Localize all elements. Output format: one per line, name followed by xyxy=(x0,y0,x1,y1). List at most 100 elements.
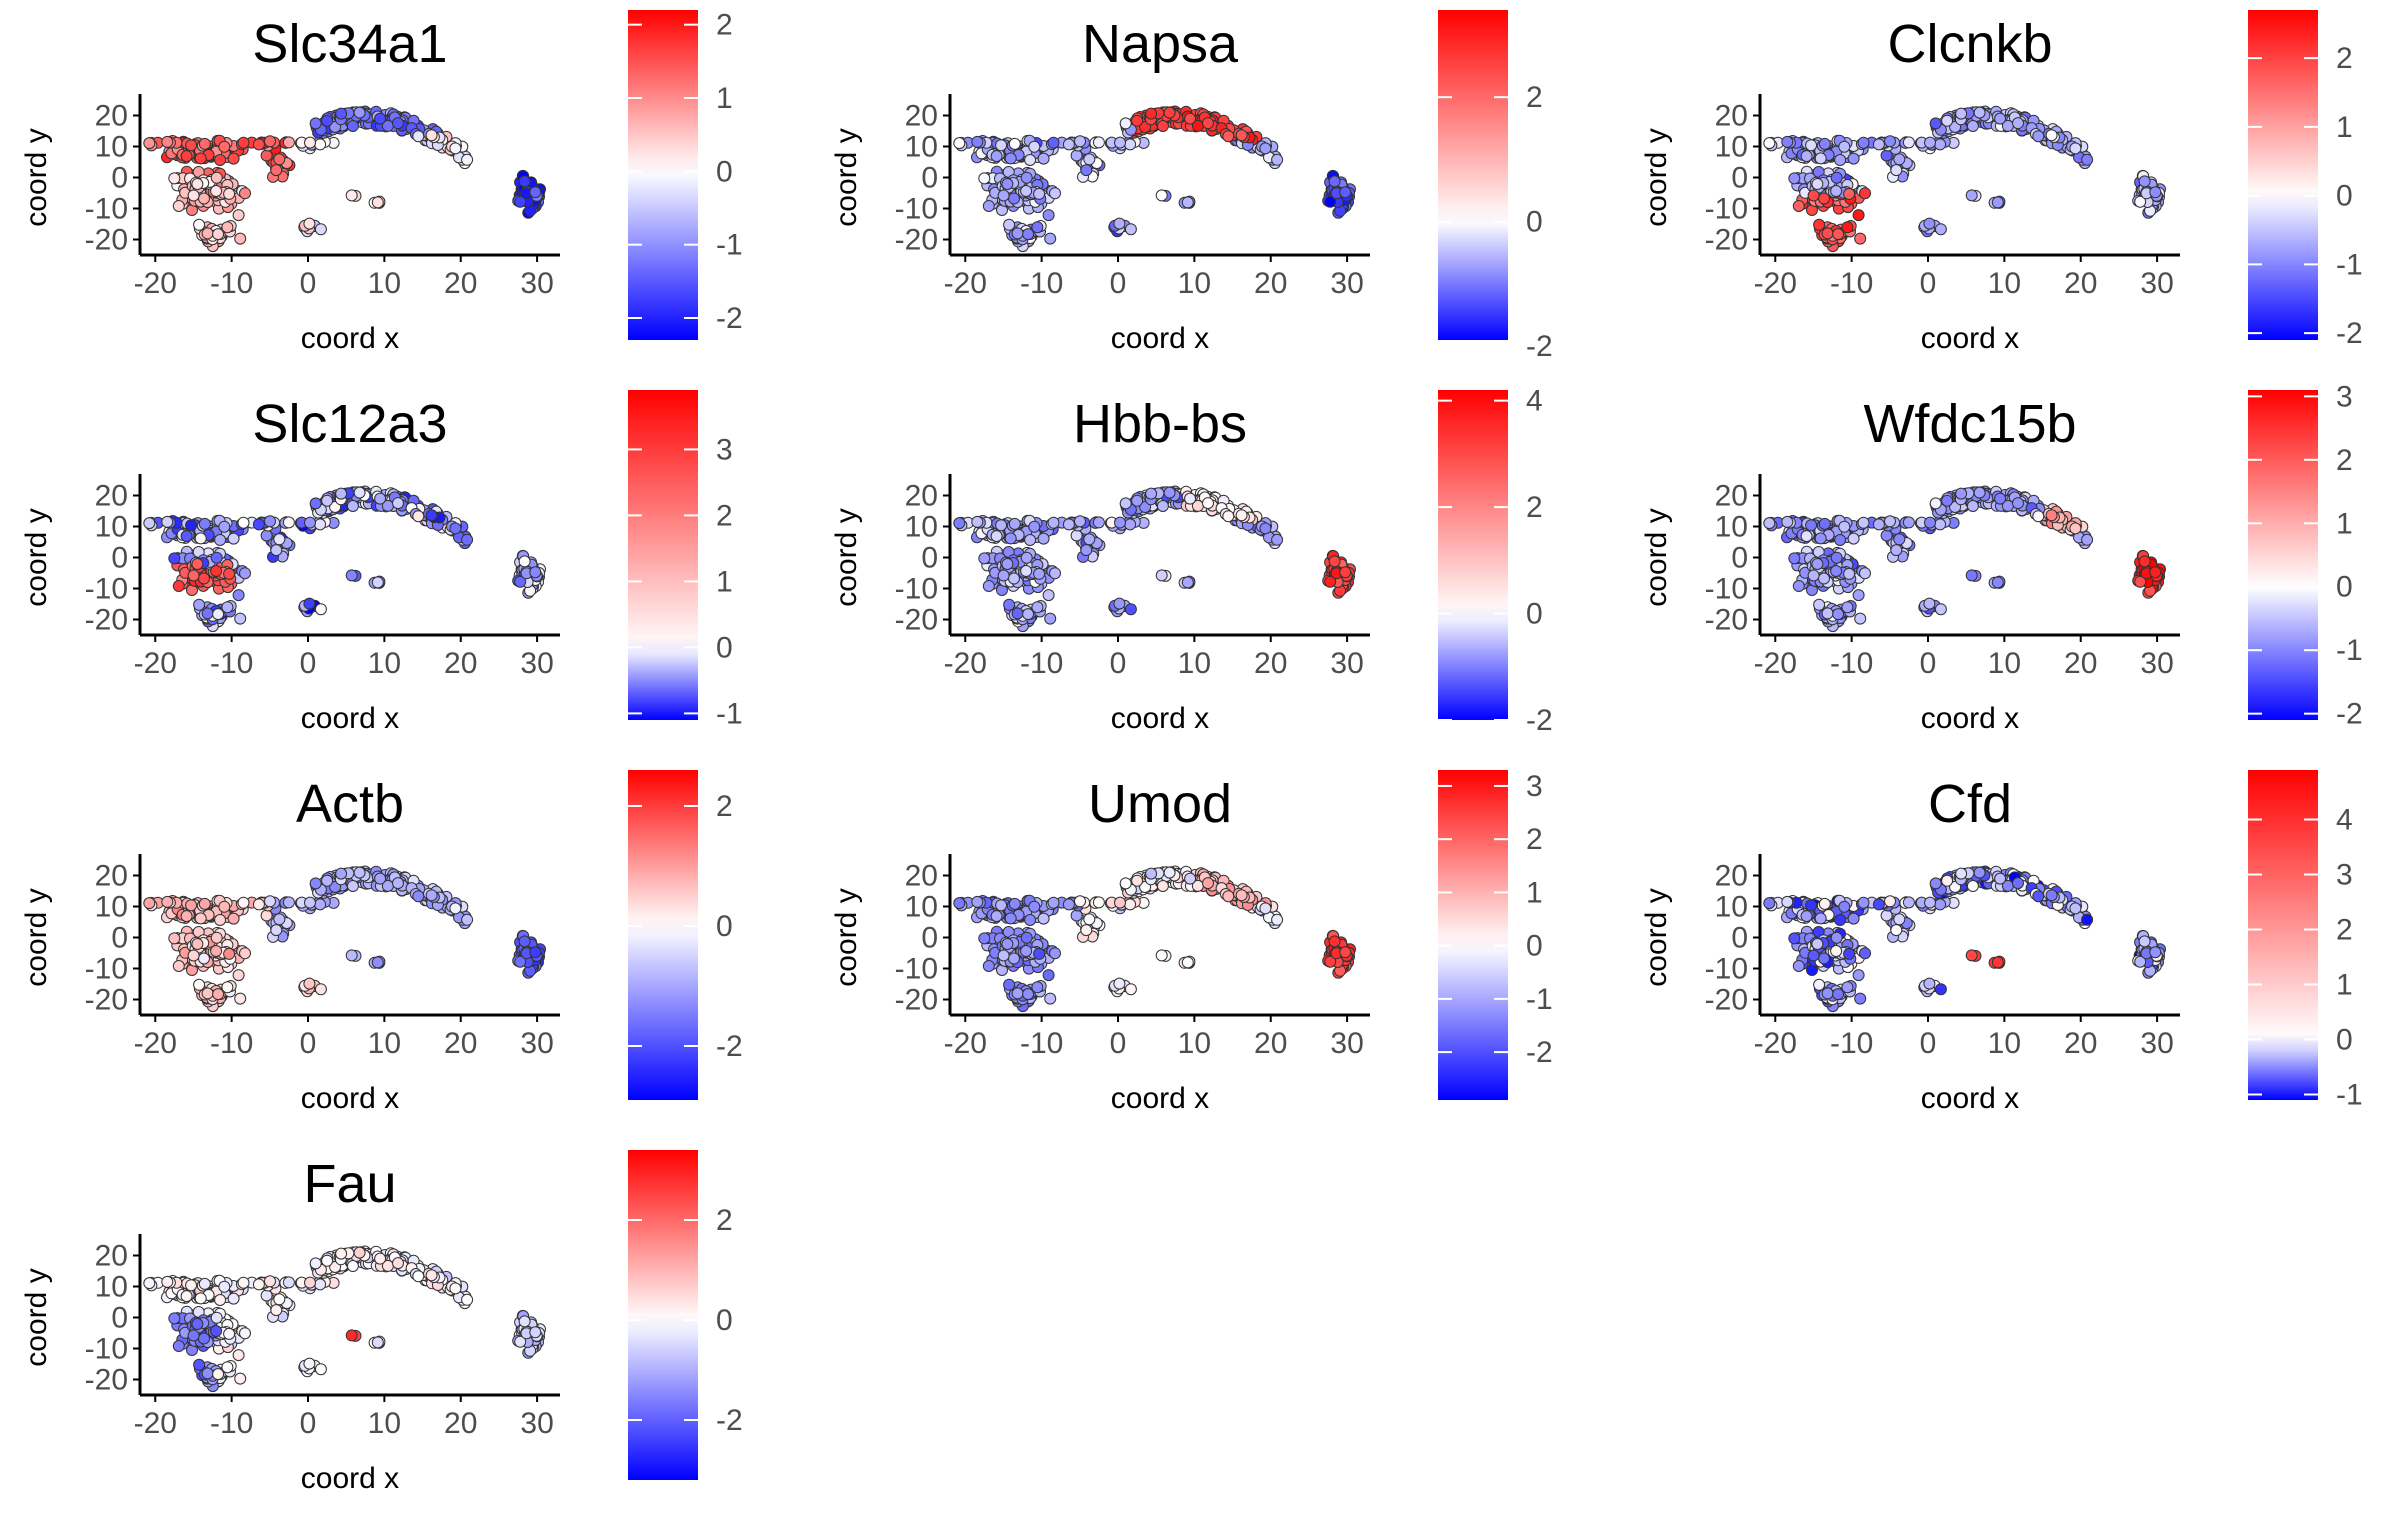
scatter-point xyxy=(265,896,276,907)
scatter-point xyxy=(1833,229,1844,240)
y-tick-label: 10 xyxy=(1715,131,1748,164)
scatter-point xyxy=(1995,493,2006,504)
y-axis-label: coord y xyxy=(1640,508,1673,606)
scatter-point xyxy=(1925,137,1936,148)
y-tick-label: 20 xyxy=(95,860,128,893)
scatter-point xyxy=(972,516,983,527)
x-tick-label: 30 xyxy=(2140,647,2173,680)
scatter-point xyxy=(1012,608,1023,619)
colorbar xyxy=(1438,390,1508,720)
scatter-point xyxy=(1835,155,1846,166)
scatter-point xyxy=(1855,993,1866,1004)
scatter-point xyxy=(1203,498,1214,509)
scatter-point xyxy=(1789,553,1800,564)
scatter-point xyxy=(195,913,206,924)
x-tick-label: -10 xyxy=(1020,267,1063,300)
scatter-point xyxy=(1063,139,1074,150)
colorbar-tick-label: 1 xyxy=(1526,876,1543,909)
scatter-point xyxy=(1223,891,1234,902)
y-tick-label: -20 xyxy=(85,224,128,257)
scatter-point xyxy=(450,143,461,154)
x-tick-label: 10 xyxy=(1178,647,1211,680)
y-tick-label: -20 xyxy=(895,224,938,257)
scatter-point xyxy=(1881,150,1892,161)
scatter-point xyxy=(954,898,965,909)
scatter-point xyxy=(1038,533,1049,544)
scatter-point xyxy=(347,881,358,892)
chart-title: Clcnkb xyxy=(1887,14,2052,74)
x-tick-label: -10 xyxy=(210,647,253,680)
scatter-point xyxy=(1125,139,1136,150)
scatter-point xyxy=(211,932,222,943)
scatter-point xyxy=(1081,165,1092,176)
y-axis-label: coord y xyxy=(830,508,863,606)
scatter-point xyxy=(213,989,224,1000)
scatter-point xyxy=(233,590,244,601)
y-axis-label: coord y xyxy=(20,888,53,986)
scatter-point xyxy=(1093,137,1104,148)
scatter-point xyxy=(1793,581,1804,592)
scatter-point xyxy=(195,153,206,164)
scatter-point xyxy=(186,140,197,151)
y-tick-label: 0 xyxy=(921,922,938,955)
scatter-point xyxy=(1833,609,1844,620)
scatter-point xyxy=(1032,982,1043,993)
scatter-point xyxy=(310,878,321,889)
scatter-point xyxy=(1848,533,1859,544)
scatter-point xyxy=(202,988,213,999)
scatter-point xyxy=(1844,948,1855,959)
scatter-point xyxy=(1808,950,1819,961)
colorbar xyxy=(2248,10,2318,340)
scatter-point xyxy=(979,173,990,184)
scatter-point xyxy=(310,498,321,509)
x-tick-label: 20 xyxy=(1254,647,1287,680)
x-tick-label: 0 xyxy=(1110,267,1127,300)
x-tick-label: 10 xyxy=(368,1027,401,1060)
scatter-point xyxy=(219,141,230,152)
scatter-point xyxy=(1853,210,1864,221)
scatter-point xyxy=(1858,517,1869,528)
colorbar-tick-label: -1 xyxy=(2336,634,2363,667)
scatter-point xyxy=(315,899,326,910)
scatter-point xyxy=(983,201,994,212)
scatter-point xyxy=(372,957,383,968)
x-tick-label: 0 xyxy=(1920,267,1937,300)
scatter-point xyxy=(1839,521,1850,532)
scatter-point xyxy=(1819,138,1830,149)
scatter-point xyxy=(1814,599,1825,610)
colorbar-tick-label: 2 xyxy=(2336,42,2353,75)
scatter-point xyxy=(1819,193,1830,204)
scatter-point xyxy=(1029,521,1040,532)
x-tick-label: 30 xyxy=(520,647,553,680)
colorbar-tick-label: -1 xyxy=(716,229,743,262)
points-layer xyxy=(1764,486,2166,632)
scatter-point xyxy=(1115,137,1126,148)
x-tick-label: 30 xyxy=(1330,267,1363,300)
scatter-point xyxy=(1819,518,1830,529)
scatter-point xyxy=(998,190,1009,201)
colorbar xyxy=(628,770,698,1100)
y-tick-label: -20 xyxy=(85,984,128,1017)
y-tick-label: 10 xyxy=(905,891,938,924)
y-tick-label: 20 xyxy=(905,860,938,893)
scatter-point xyxy=(274,534,285,545)
y-tick-label: 20 xyxy=(95,480,128,513)
scatter-point xyxy=(991,911,1002,922)
scatter-point xyxy=(215,915,226,926)
scatter-point xyxy=(1885,136,1896,147)
x-axis-label: coord x xyxy=(1921,702,2019,735)
scatter-point xyxy=(202,608,213,619)
scatter-point xyxy=(991,151,1002,162)
scatter-point xyxy=(1021,552,1032,563)
scatter-point xyxy=(991,531,1002,542)
scatter-point xyxy=(1084,154,1095,165)
scatter-point xyxy=(346,950,357,961)
scatter-point xyxy=(261,530,272,541)
y-axis-label: coord y xyxy=(1640,128,1673,226)
x-tick-label: 10 xyxy=(1178,1027,1211,1060)
scatter-point xyxy=(1844,188,1855,199)
